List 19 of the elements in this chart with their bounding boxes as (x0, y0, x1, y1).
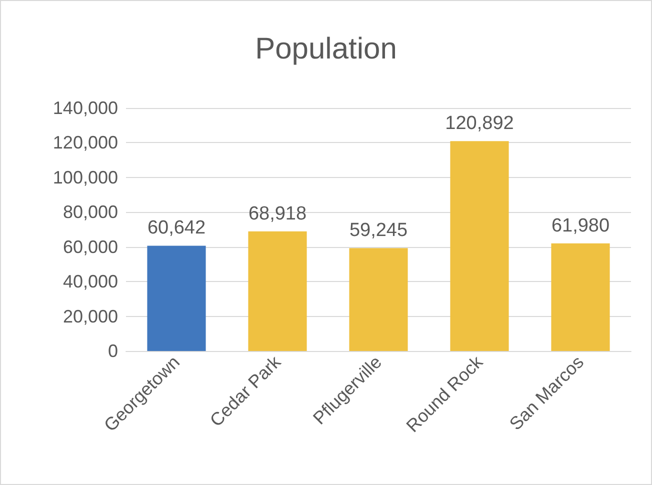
bar (349, 248, 408, 351)
data-label: 68,918 (248, 203, 307, 224)
data-label: 61,980 (551, 215, 610, 236)
y-tick-label: 140,000 (52, 98, 118, 118)
bar (551, 243, 610, 351)
data-label: 59,245 (349, 220, 408, 242)
bar (450, 141, 509, 351)
data-label: 120,892 (445, 113, 514, 134)
y-tick-label: 100,000 (52, 167, 118, 188)
y-tick-label: 0 (108, 341, 118, 361)
y-tick-label: 60,000 (62, 236, 118, 257)
y-tick-label: 40,000 (62, 272, 118, 292)
y-tick-label: 120,000 (52, 132, 118, 153)
y-tick-label: 80,000 (62, 202, 118, 222)
y-tick-label: 20,000 (62, 306, 118, 326)
chart-title: Population (255, 32, 397, 66)
bar (248, 231, 307, 351)
bar (147, 246, 206, 351)
data-label: 60,642 (147, 218, 206, 239)
